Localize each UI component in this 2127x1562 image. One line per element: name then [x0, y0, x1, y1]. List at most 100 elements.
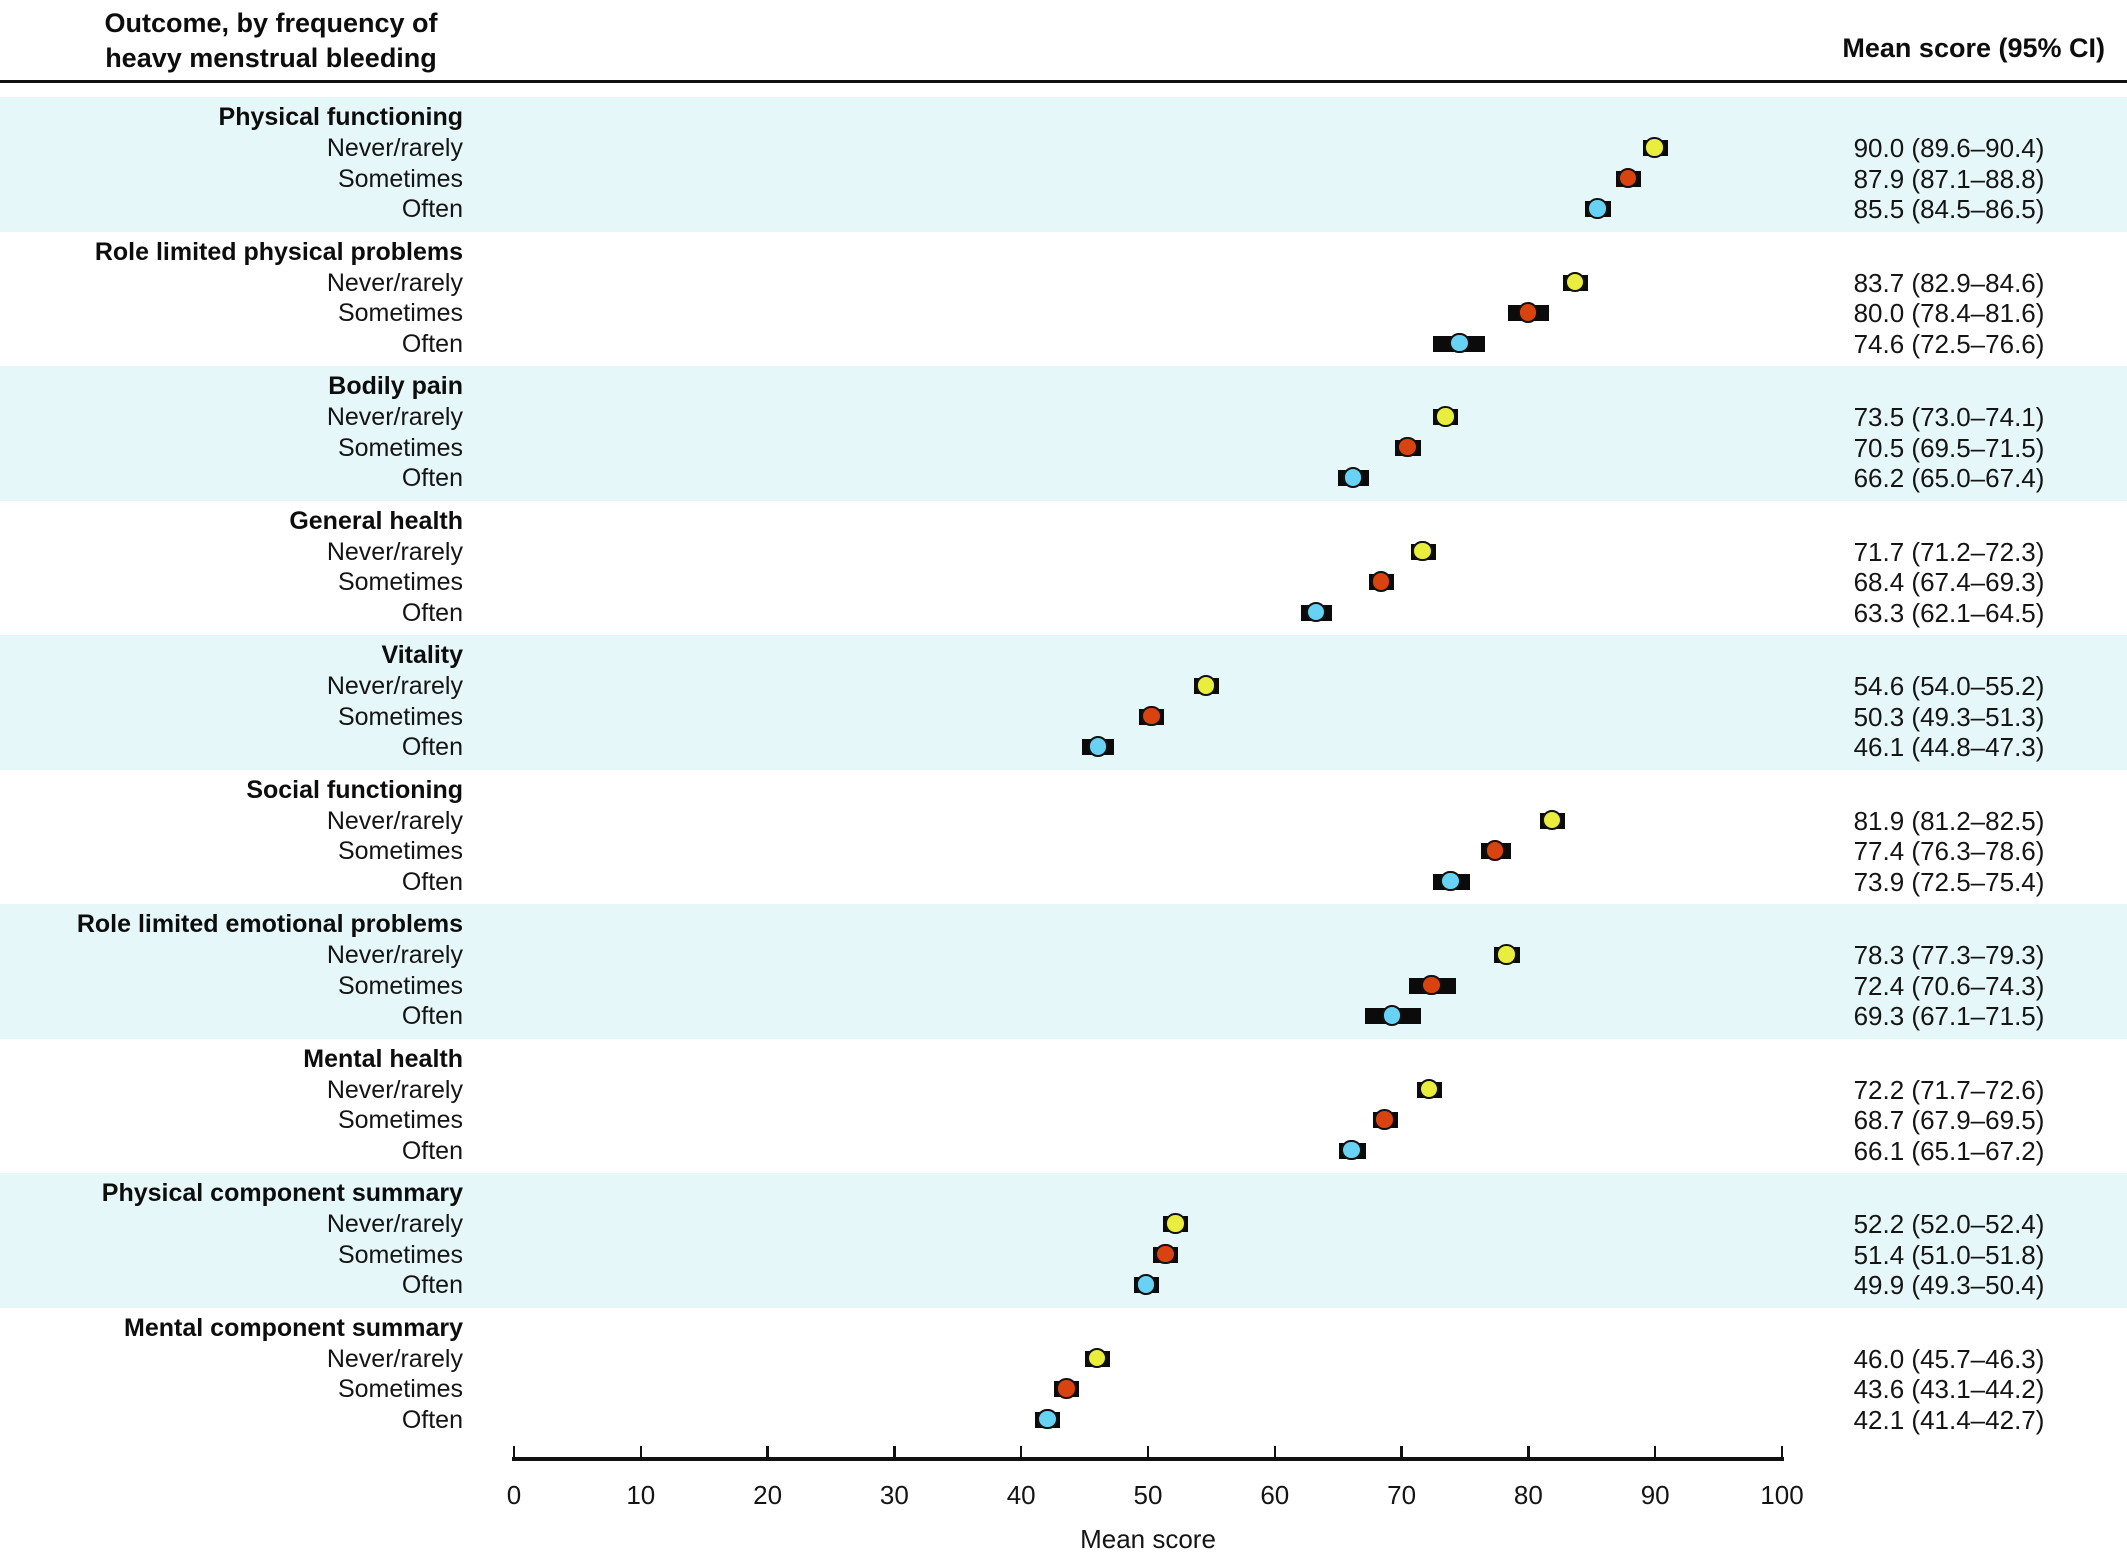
mean-marker	[1370, 571, 1392, 592]
row-label: Often	[401, 867, 463, 896]
axis-tick-label: 0	[506, 1480, 522, 1510]
value-label: 50.3 (49.3–51.3)	[1853, 701, 2045, 732]
row-label: Often	[401, 195, 463, 223]
value-label: 46.1 (44.8–47.3)	[1853, 732, 2045, 762]
row-label: Sometimes	[337, 837, 463, 865]
value-label: 46.0 (45.7–46.3)	[1853, 1343, 2045, 1374]
mean-marker	[1195, 675, 1217, 696]
value-label: 63.3 (62.1–64.5)	[1853, 597, 2045, 628]
value-label: 78.3 (77.3–79.3)	[1853, 940, 2045, 970]
row-label: Sometimes	[337, 433, 463, 462]
value-label: 42.1 (41.4–42.7)	[1853, 1404, 2045, 1435]
row-label: Never/rarely	[326, 134, 463, 162]
value-label: 68.4 (67.4–69.3)	[1853, 567, 2045, 597]
mean-marker	[1418, 1078, 1440, 1100]
row-label: Never/rarely	[326, 537, 463, 566]
mean-marker	[1541, 809, 1563, 831]
row-label: Never/rarely	[326, 1344, 463, 1373]
group-heading: Vitality	[381, 641, 463, 669]
mean-marker	[1381, 1005, 1403, 1026]
mean-marker	[1449, 332, 1470, 354]
axis-tick-label: 70	[1387, 1480, 1417, 1510]
row-label: Never/rarely	[326, 1075, 463, 1104]
value-label: 71.7 (71.2–72.3)	[1853, 536, 2045, 567]
value-label: 49.9 (49.3–50.4)	[1853, 1270, 2045, 1300]
mean-marker	[1086, 1347, 1108, 1369]
axis-tick	[639, 1446, 643, 1457]
group-band	[0, 1307, 2127, 1442]
row-label: Sometimes	[337, 1375, 463, 1403]
row-label: Often	[401, 1271, 463, 1299]
row-label: Never/rarely	[326, 268, 463, 297]
mean-marker	[1341, 1139, 1362, 1161]
group-band	[0, 904, 2127, 1039]
mean-marker	[1412, 540, 1433, 562]
axis-tick-label: 90	[1640, 1480, 1670, 1510]
group-band	[0, 500, 2127, 635]
mean-marker	[1305, 601, 1327, 623]
row-label: Sometimes	[337, 568, 463, 596]
axis-tick	[1400, 1446, 1403, 1457]
group-band	[0, 635, 2127, 770]
mean-marker	[1496, 944, 1517, 965]
axis-tick	[1527, 1446, 1530, 1457]
mean-marker	[1517, 302, 1539, 323]
value-label: 54.6 (54.0–55.2)	[1853, 671, 2045, 701]
mean-marker	[1421, 974, 1442, 996]
row-label: Often	[401, 598, 463, 627]
axis-tick	[766, 1446, 769, 1457]
value-label: 52.2 (52.0–52.4)	[1853, 1209, 2045, 1239]
group-band	[0, 231, 2127, 366]
axis-tick-label: 20	[753, 1480, 783, 1510]
row-label: Often	[401, 733, 463, 761]
row-label: Never/rarely	[326, 403, 463, 431]
axis-tick-label: 40	[1006, 1480, 1036, 1510]
axis-tick	[512, 1446, 516, 1457]
value-label: 90.0 (89.6–90.4)	[1853, 133, 2045, 163]
row-label: Sometimes	[337, 1240, 463, 1269]
header-divider	[0, 80, 2127, 83]
mean-marker	[1397, 436, 1418, 458]
axis-tick-label: 80	[1513, 1480, 1543, 1510]
group-band	[0, 97, 2127, 232]
axis-tick	[1146, 1446, 1150, 1457]
value-label: 72.4 (70.6–74.3)	[1853, 970, 2045, 1001]
mean-marker	[1037, 1408, 1058, 1430]
group-band	[0, 366, 2127, 501]
value-label: 85.5 (84.5–86.5)	[1853, 194, 2045, 224]
value-label: 73.9 (72.5–75.4)	[1853, 866, 2045, 897]
row-label: Often	[401, 329, 463, 358]
value-label: 43.6 (43.1–44.2)	[1853, 1374, 2045, 1404]
value-label: 73.5 (73.0–74.1)	[1853, 402, 2045, 432]
value-label: 81.9 (81.2–82.5)	[1853, 805, 2045, 836]
axis-tick	[1653, 1446, 1657, 1457]
axis-tick-label: 10	[626, 1480, 656, 1510]
group-band	[0, 1038, 2127, 1173]
column-header-outcome: Outcome, by frequency of heavy menstrual…	[18, 6, 524, 76]
mean-marker	[1374, 1109, 1395, 1130]
mean-marker	[1155, 1243, 1176, 1265]
value-label: 68.7 (67.9–69.5)	[1853, 1105, 2045, 1135]
axis-tick-label: 50	[1133, 1480, 1163, 1510]
mean-marker	[1342, 467, 1364, 488]
row-label: Never/rarely	[326, 941, 463, 969]
column-header-mean-score: Mean score (95% CI)	[1842, 33, 2105, 63]
axis-tick	[1780, 1446, 1784, 1457]
row-label: Sometimes	[337, 702, 463, 731]
row-label: Often	[401, 1136, 463, 1165]
outcome-title-line1: Outcome, by frequency of	[104, 8, 438, 38]
row-label: Never/rarely	[326, 806, 463, 835]
mean-marker	[1141, 705, 1162, 727]
value-label: 72.2 (71.7–72.6)	[1853, 1074, 2045, 1105]
row-label: Often	[401, 1002, 463, 1030]
row-label: Sometimes	[337, 1106, 463, 1134]
value-label: 77.4 (76.3–78.6)	[1853, 836, 2045, 866]
group-heading: Physical functioning	[218, 103, 463, 131]
mean-marker	[1644, 137, 1665, 158]
row-label: Often	[401, 1405, 463, 1434]
row-label: Never/rarely	[326, 1210, 463, 1238]
axis-tick-label: 100	[1760, 1480, 1804, 1510]
mean-marker	[1165, 1213, 1186, 1234]
mean-marker	[1484, 840, 1506, 861]
